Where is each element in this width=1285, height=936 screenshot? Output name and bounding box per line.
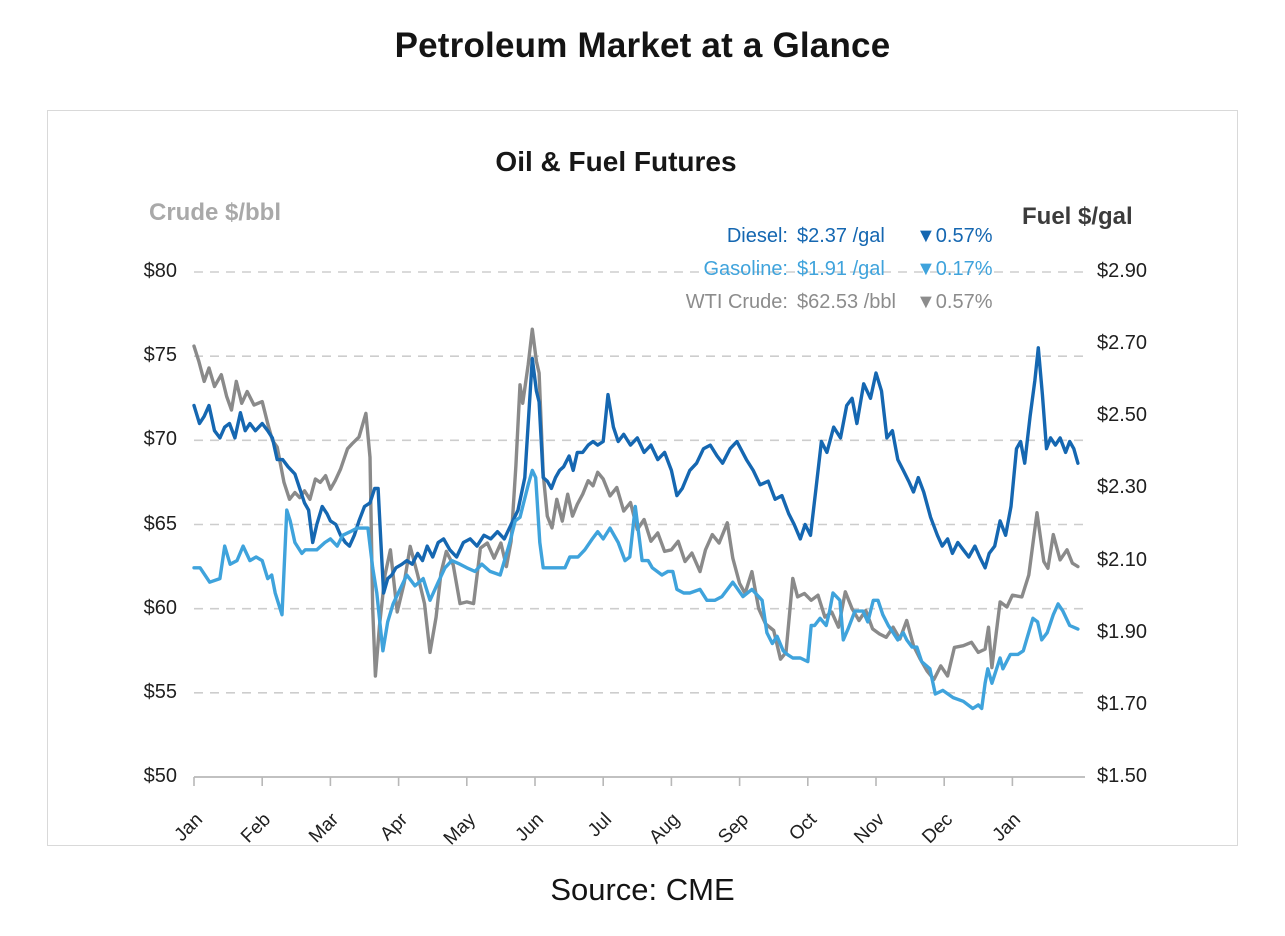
left-axis-tick-label: $60 [143,596,177,619]
legend-label-gasoline: Gasoline: [703,258,789,280]
series-line-gasoline [192,468,1080,711]
legend-label-diesel: Diesel: [726,225,788,247]
legend: Diesel: $2.37 /gal ▼0.57% Gasoline: $1.9… [648,220,998,319]
chart-title: Oil & Fuel Futures [495,146,737,177]
legend-change-diesel: ▼0.57% [916,225,993,247]
left-axis-tick-label: $50 [143,765,177,787]
legend-value-gasoline: $1.91 /gal [797,258,885,280]
left-axis-tick-label: $55 [143,680,177,703]
right-axis-tick-label: $2.50 [1097,404,1148,427]
right-axis-tick-label: $2.30 [1097,476,1148,499]
legend-change-gasoline: ▼0.17% [916,258,993,280]
right-axis-title: Fuel $/gal [1022,203,1133,230]
legend-value-diesel: $2.37 /gal [797,225,885,247]
left-axis-title: Crude $/bbl [149,199,282,226]
chart-card [47,110,1238,846]
right-axis-tick-label: $2.70 [1097,332,1148,355]
left-axis-tick-label: $75 [143,344,177,367]
left-axis-tick-label: $70 [143,428,177,451]
legend-change-wti-crude: ▼0.57% [916,291,993,313]
right-axis-tick-label: $2.10 [1097,548,1148,571]
right-axis-tick-label: $1.70 [1097,692,1148,715]
left-axis-tick-label: $65 [143,512,177,535]
source-caption: Source: CME [550,872,735,907]
page-title: Petroleum Market at a Glance [394,26,891,65]
right-axis-tick-label: $1.90 [1097,620,1148,643]
left-axis-tick-label: $80 [143,260,177,282]
legend-label-wti-crude: WTI Crude: [685,291,788,313]
series-line-wti-crude [192,327,1080,682]
legend-value-wti-crude: $62.53 /bbl [797,291,896,313]
series-line-diesel [192,346,1080,595]
right-axis-tick-label: $2.90 [1097,260,1148,282]
right-axis-tick-label: $1.50 [1097,765,1148,787]
